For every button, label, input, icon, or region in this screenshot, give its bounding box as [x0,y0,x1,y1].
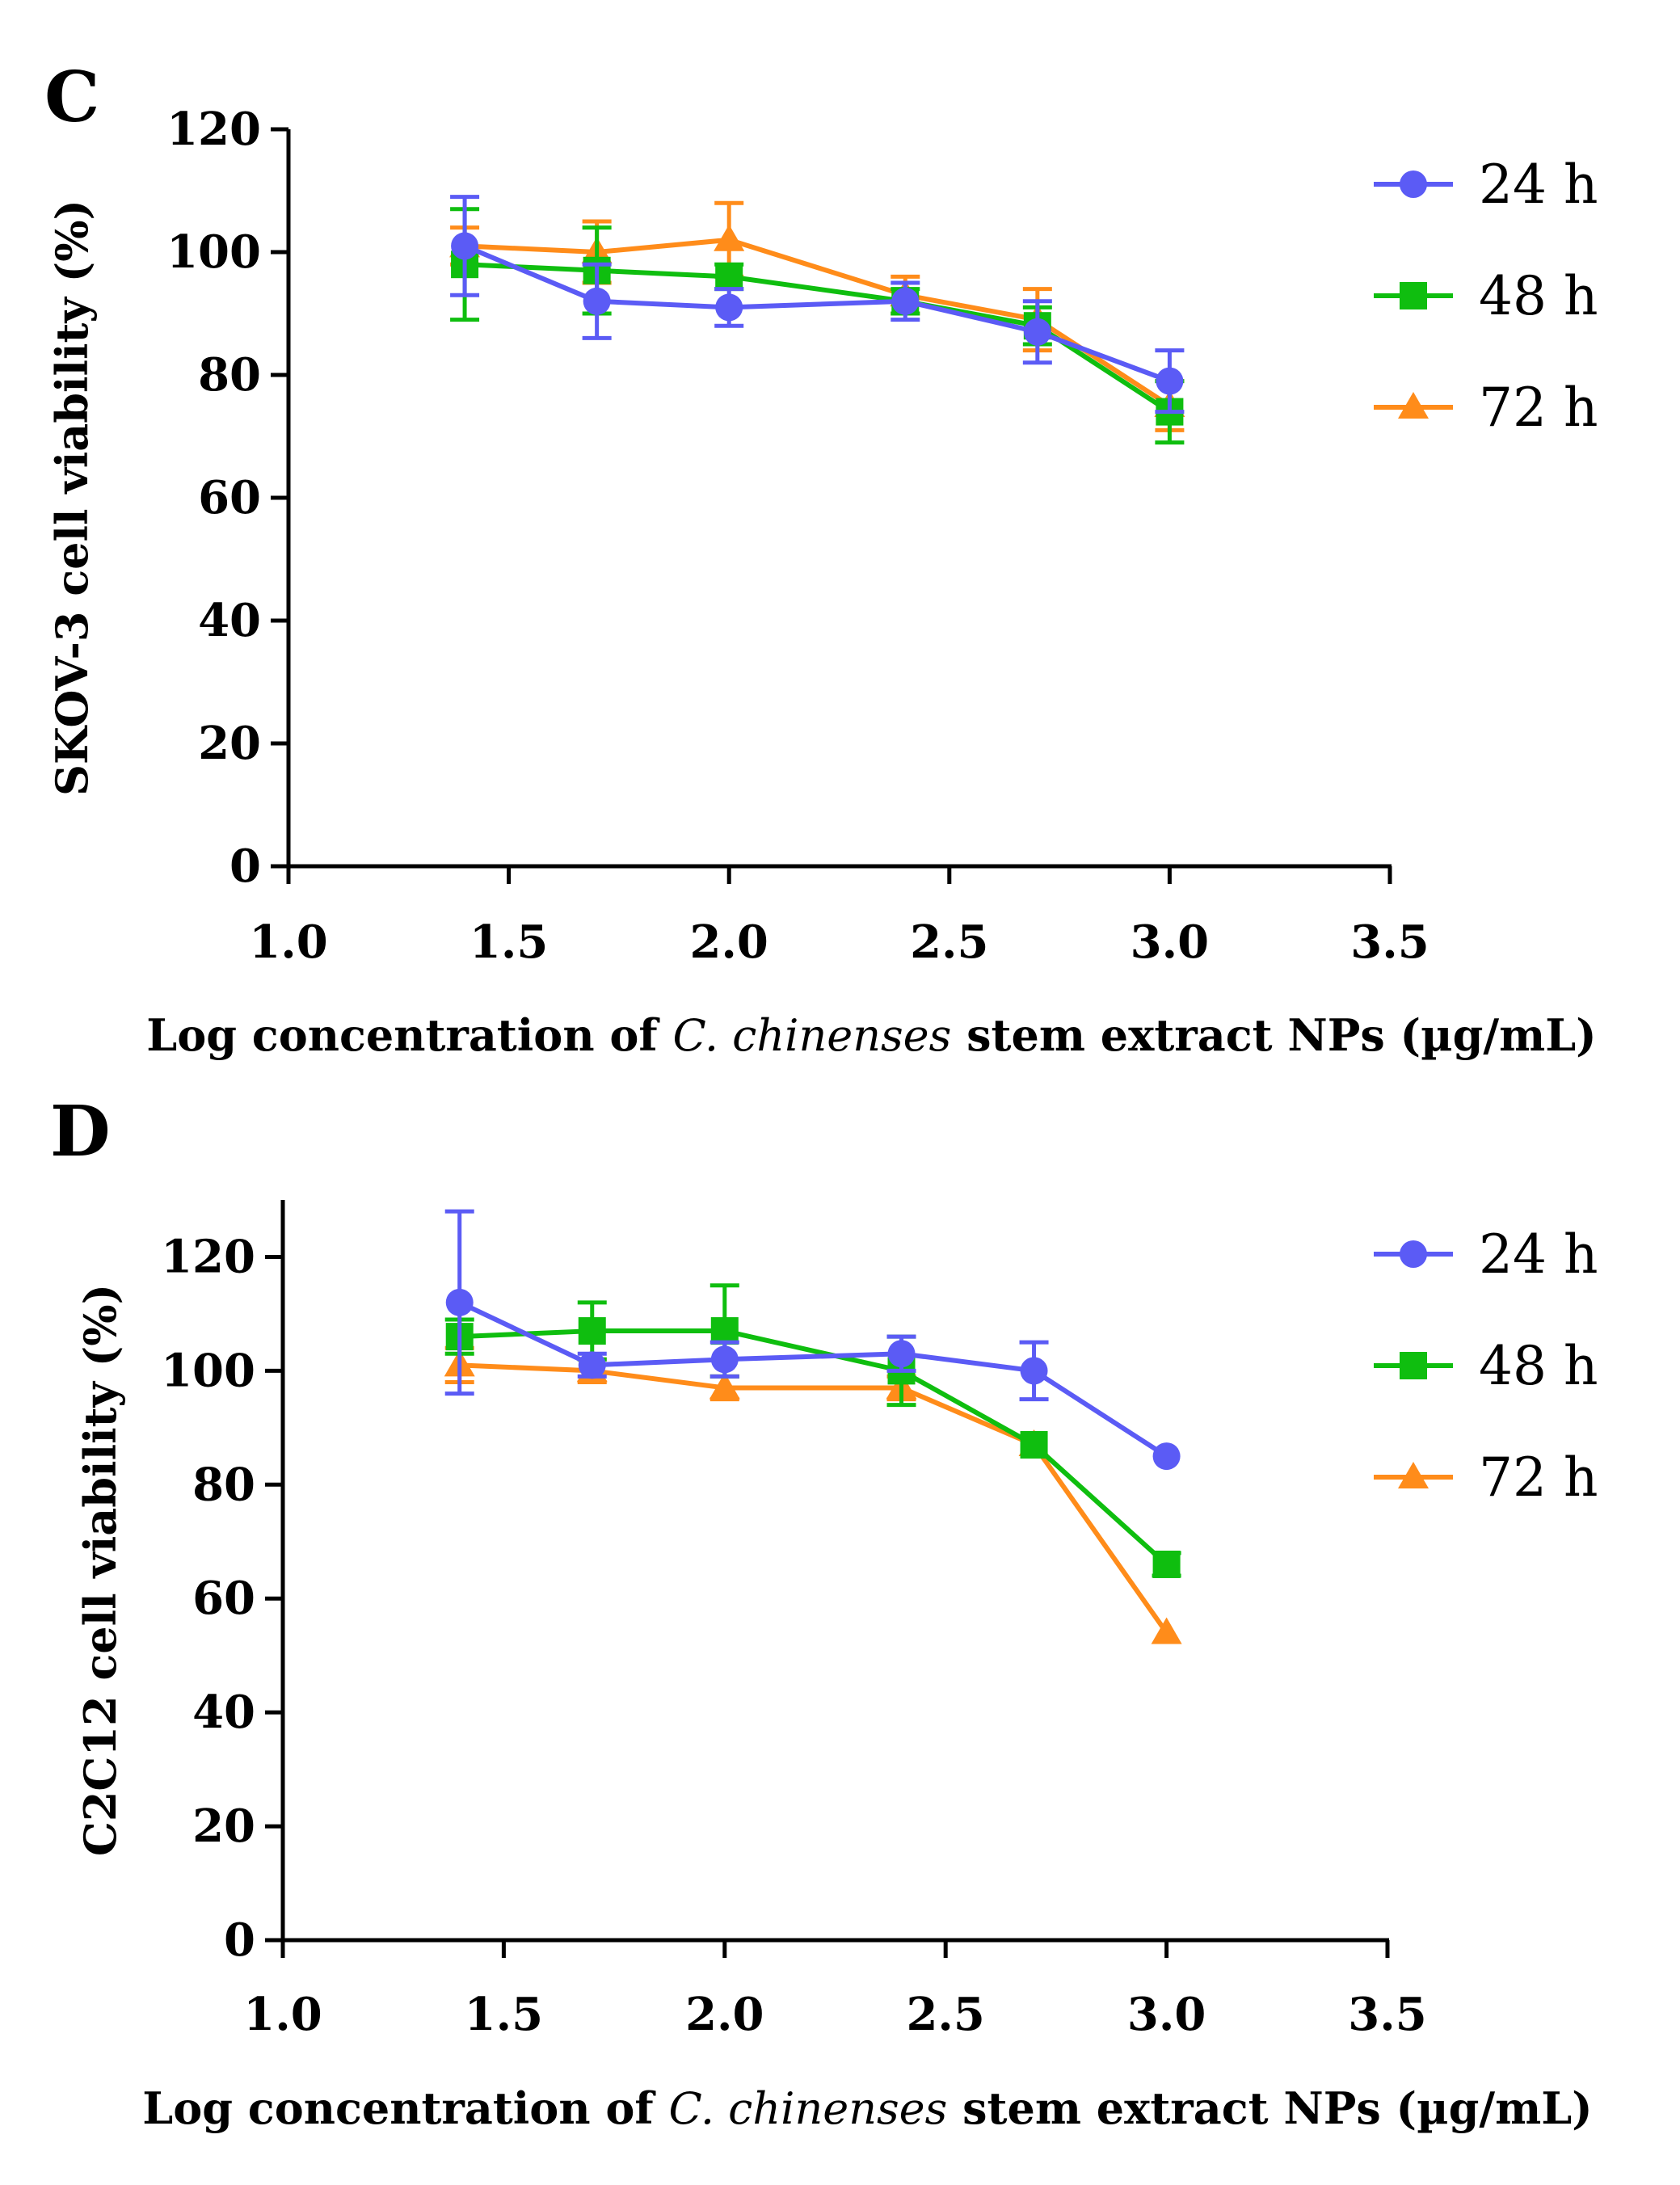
series-line [459,1362,1169,1635]
legend-item: 72 h [1374,377,1598,439]
y-axis-title: SKOV-3 cell viability (%) [46,200,98,796]
legend-marker [1398,1462,1429,1488]
x-tick-label: 3.5 [1350,916,1429,969]
panel-letter: D [50,1091,111,1172]
data-point [578,1317,606,1345]
chart-panel-c: C 0 20 40 60 80 100 120 1.0 1.5 2.0 2.5 3.0 3.5 SKOV-3… [44,57,1598,1061]
data-point [1151,1617,1182,1644]
legend-label: 72 h [1479,1446,1598,1509]
y-tick-label: 20 [198,717,261,770]
series-line [458,1300,1168,1459]
x-tick-label: 3.0 [1131,916,1209,969]
legend-marker [1400,1240,1427,1268]
legend-label: 24 h [1479,1223,1598,1286]
data-point [710,1317,739,1345]
x-axis-title: Log concentration of C. chinenses stem e… [146,1009,1596,1061]
y-tick-label: 100 [166,225,261,279]
series-72h [449,200,1185,432]
x-tick-label: 2.5 [906,1988,984,2041]
series-line [463,243,1171,384]
series-line [464,237,1172,408]
data-point [1152,1550,1181,1578]
data-point [1020,1430,1048,1459]
y-tick-label: 120 [166,103,261,156]
chart-panel-d: D 0 20 40 60 80 100 120 1.0 1.5 2.0 2.5 3.0 3.5 C2C12 … [50,1091,1598,2134]
x-tick-label: 1.0 [249,916,327,969]
data-point [451,232,479,260]
x-tick-label: 2.5 [910,916,988,969]
data-point [1152,1442,1181,1471]
y-tick-label: 0 [229,840,261,893]
y-tick-label: 40 [192,1686,255,1739]
x-tick-label: 2.0 [685,1988,764,2041]
y-tick-label: 80 [198,348,261,402]
data-point [709,1372,740,1400]
data-point [891,287,920,315]
data-point [1156,367,1184,395]
y-tick-label: 60 [192,1572,255,1625]
y-tick-label: 0 [224,1913,255,1967]
legend-label: 48 h [1479,1335,1598,1397]
x-tick-label: 3.0 [1127,1988,1206,2041]
y-tick-label: 100 [161,1344,255,1397]
y-tick-label: 40 [198,594,261,647]
legend-item: 24 h [1374,154,1598,216]
series-48h [450,207,1185,445]
data-point [715,263,743,291]
series-24h [450,195,1185,415]
y-tick-label: 120 [161,1230,255,1283]
legend-label: 24 h [1479,154,1598,216]
x-tick-label: 1.0 [243,1988,322,2041]
x-tick-label: 1.5 [469,916,548,969]
legend-marker [1398,392,1429,419]
data-point [583,287,611,315]
legend-item: 48 h [1374,265,1598,327]
series-24h [444,1209,1181,1471]
legend-marker [1400,171,1427,198]
data-point [445,1288,474,1316]
legend-label: 72 h [1479,377,1598,439]
series-48h [444,1283,1181,1578]
legend-label: 48 h [1479,265,1598,327]
legend-marker [1400,282,1427,309]
legend-item: 48 h [1374,1335,1598,1397]
x-tick-label: 2.0 [689,916,768,969]
y-axis-title: C2C12 cell viability (%) [74,1284,126,1856]
legend-item: 24 h [1374,1223,1598,1286]
data-point [1020,1357,1048,1385]
data-point [1023,318,1051,346]
data-point [710,1345,739,1374]
data-point [715,293,743,322]
legend-item: 72 h [1374,1446,1598,1509]
y-tick-label: 80 [192,1458,255,1511]
panel-letter: C [44,57,99,138]
data-point [714,224,745,251]
x-tick-label: 3.5 [1348,1988,1426,2041]
x-tick-label: 1.5 [465,1988,543,2041]
legend-marker [1400,1352,1427,1379]
data-point [578,1351,606,1379]
y-tick-label: 20 [192,1800,255,1853]
data-point [887,1340,916,1368]
y-tick-label: 60 [198,471,261,524]
series-line [459,1328,1168,1567]
x-axis-title: Log concentration of C. chinenses stem e… [142,2082,1592,2134]
